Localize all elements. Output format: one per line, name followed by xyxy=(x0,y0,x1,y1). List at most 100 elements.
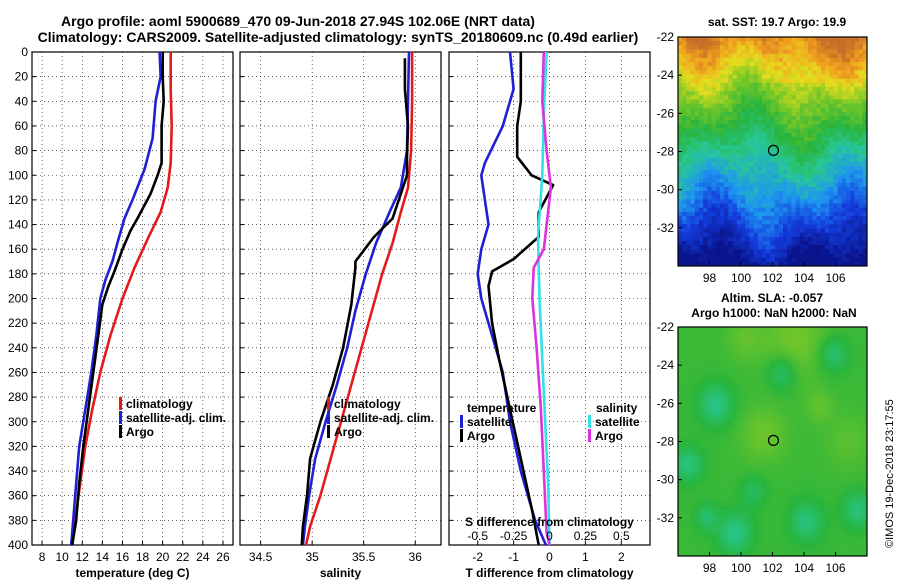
map-cell xyxy=(841,526,847,532)
map-cell xyxy=(699,99,704,105)
map-cell xyxy=(745,443,750,449)
map-cell xyxy=(762,351,767,357)
map-cell xyxy=(858,431,864,436)
map-cell xyxy=(732,136,738,142)
map-cell xyxy=(686,228,691,234)
map-cell xyxy=(720,149,725,154)
map-cell xyxy=(846,331,851,336)
map-cell xyxy=(741,128,746,134)
map-cell xyxy=(816,414,822,419)
map-cell xyxy=(682,351,687,357)
map-cell xyxy=(829,141,834,146)
map-cell xyxy=(820,182,826,188)
map-cell xyxy=(724,393,729,399)
map-cell xyxy=(686,195,691,200)
map-cell xyxy=(694,174,700,179)
map-cell xyxy=(829,203,834,209)
map-cell xyxy=(820,356,826,361)
map-cell xyxy=(816,91,822,96)
map-cell xyxy=(833,360,838,365)
map-cell xyxy=(699,37,704,42)
y-tick-label: -32 xyxy=(657,221,675,235)
map-cell xyxy=(753,522,759,528)
map-cell xyxy=(720,91,725,96)
map-cell xyxy=(820,460,826,465)
map-cell xyxy=(728,506,733,511)
map-cell xyxy=(690,472,696,478)
map-cell xyxy=(812,343,817,349)
map-cell xyxy=(711,497,717,503)
map-cell xyxy=(825,485,830,490)
map-cell xyxy=(741,95,746,100)
map-cell xyxy=(745,241,750,246)
map-cell xyxy=(795,414,801,419)
map-cell xyxy=(846,86,851,92)
map-cell xyxy=(699,57,704,63)
map-cell xyxy=(678,182,683,188)
map-cell xyxy=(799,70,805,75)
map-cell xyxy=(678,107,683,113)
map-cell xyxy=(812,410,817,415)
map-cell xyxy=(854,381,859,386)
map-cell xyxy=(795,439,801,444)
map-cell xyxy=(820,510,826,515)
map-cell xyxy=(862,241,868,246)
y-tick-label: 140 xyxy=(8,218,28,232)
map-cell xyxy=(862,381,868,386)
map-cell xyxy=(728,216,733,221)
map-cell xyxy=(841,136,847,142)
map-cell xyxy=(770,464,775,469)
map-cell xyxy=(753,397,759,403)
map-cell xyxy=(829,335,834,340)
map-cell xyxy=(711,410,717,415)
map-cell xyxy=(778,141,784,146)
map-cell xyxy=(787,435,792,440)
map-cell xyxy=(854,224,859,229)
map-cell xyxy=(724,489,729,494)
map-cell xyxy=(816,41,822,46)
map-cell xyxy=(820,347,826,353)
map-cell xyxy=(741,220,746,225)
map-cell xyxy=(736,372,742,378)
map-cell xyxy=(678,53,683,59)
x2-tick-label: 0.25 xyxy=(574,529,598,543)
map-cell xyxy=(841,78,847,84)
y-tick-label: 20 xyxy=(15,70,29,84)
map-cell xyxy=(766,443,771,449)
map-cell xyxy=(703,211,708,217)
map-cell xyxy=(741,99,746,105)
map-cell xyxy=(854,103,859,109)
map-cell xyxy=(841,199,847,204)
map-cell xyxy=(799,443,805,449)
map-cell xyxy=(690,410,696,415)
map-cell xyxy=(770,249,775,254)
map-cell xyxy=(791,111,796,117)
map-cell xyxy=(766,447,771,453)
map-cell xyxy=(791,339,796,345)
map-cell xyxy=(846,107,851,113)
map-cell xyxy=(757,74,763,80)
map-cell xyxy=(724,70,729,75)
map-cell xyxy=(858,261,864,267)
map-cell xyxy=(833,253,838,259)
map-cell xyxy=(812,66,817,71)
map-cell xyxy=(770,116,775,121)
map-cell xyxy=(686,145,691,150)
map-cell xyxy=(854,439,859,444)
map-cell xyxy=(749,124,754,129)
x-tick-label: 16 xyxy=(116,550,130,564)
map-cell xyxy=(804,45,809,50)
map-cell xyxy=(820,261,826,267)
map-cell xyxy=(837,103,843,109)
map-cell xyxy=(703,232,708,238)
map-cell xyxy=(854,211,859,217)
map-cell xyxy=(795,41,801,46)
map-cell xyxy=(808,531,813,536)
map-cell xyxy=(757,211,763,217)
map-cell xyxy=(757,431,763,436)
map-cell xyxy=(791,489,796,494)
map-cell xyxy=(841,70,847,75)
map-cell xyxy=(812,41,817,46)
map-cell xyxy=(833,439,838,444)
map-cell xyxy=(686,447,691,453)
